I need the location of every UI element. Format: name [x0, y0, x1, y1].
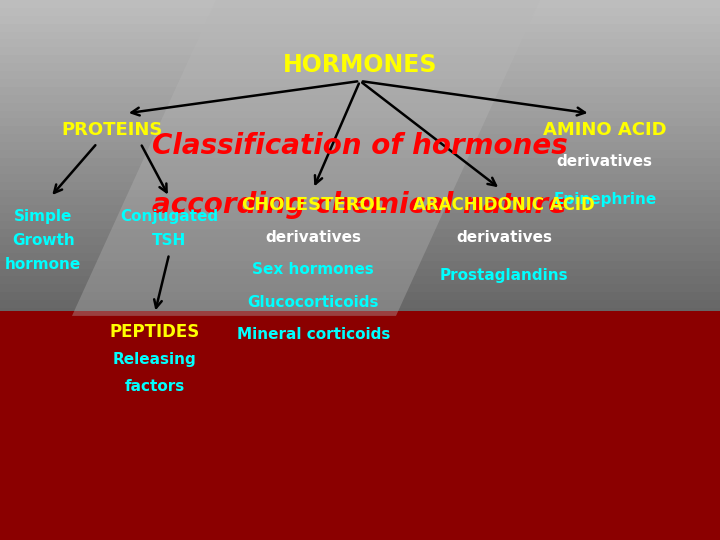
Text: Epinephrine: Epinephrine [553, 192, 657, 207]
Bar [0, 205, 720, 213]
Bar [0, 134, 720, 142]
Bar [0, 63, 720, 71]
Bar [0, 95, 720, 103]
Bar [0, 126, 720, 134]
Bar [0, 150, 720, 158]
Bar [0, 213, 720, 221]
Text: derivatives: derivatives [265, 230, 361, 245]
Bar [0, 142, 720, 150]
Bar [0, 24, 720, 31]
Bar [0, 292, 720, 300]
Bar [0, 55, 720, 63]
Bar [0, 237, 720, 245]
Bar [0, 79, 720, 87]
Text: ARACHIDONIC ACID: ARACHIDONIC ACID [413, 196, 595, 214]
Text: CHOLESTEROL: CHOLESTEROL [240, 196, 386, 214]
Text: Glucocorticoids: Glucocorticoids [248, 295, 379, 310]
Text: hormone: hormone [5, 257, 81, 272]
Bar [0, 268, 720, 276]
Text: Classification of hormones: Classification of hormones [152, 132, 568, 160]
Text: Releasing: Releasing [113, 352, 197, 367]
Bar [0, 300, 720, 308]
Bar [0, 0, 720, 8]
Bar [0, 229, 720, 237]
Text: derivatives: derivatives [557, 154, 653, 170]
Text: Sex hormones: Sex hormones [252, 262, 374, 278]
Bar [0, 190, 720, 198]
Bar [0, 118, 720, 126]
Bar [0, 31, 720, 39]
Bar [0, 253, 720, 261]
Bar [0, 71, 720, 79]
Bar [0, 48, 720, 55]
Text: AMINO ACID: AMINO ACID [543, 120, 667, 139]
Bar [0, 166, 720, 174]
Bar [0, 39, 720, 48]
Bar [0, 284, 720, 292]
Bar [0, 221, 720, 229]
Text: derivatives: derivatives [456, 230, 552, 245]
Bar [0, 181, 720, 190]
Bar [0, 87, 720, 95]
Bar [0, 103, 720, 111]
Bar [0, 310, 720, 540]
Bar [0, 245, 720, 253]
Text: according chemical nature: according chemical nature [153, 191, 567, 219]
Text: HORMONES: HORMONES [283, 53, 437, 77]
Bar [0, 16, 720, 24]
Text: Mineral corticoids: Mineral corticoids [236, 327, 390, 342]
Text: Simple: Simple [14, 208, 73, 224]
Text: TSH: TSH [152, 233, 186, 248]
Bar [0, 261, 720, 268]
Text: Growth: Growth [12, 233, 75, 248]
Bar [0, 198, 720, 205]
Bar [0, 276, 720, 284]
Text: factors: factors [125, 379, 185, 394]
Text: Conjugated: Conjugated [120, 208, 218, 224]
Polygon shape [72, 0, 540, 316]
Text: Prostaglandins: Prostaglandins [440, 268, 568, 283]
Bar [0, 308, 720, 316]
Text: PEPTIDES: PEPTIDES [109, 323, 200, 341]
Bar [0, 8, 720, 16]
Text: PROTEINS: PROTEINS [61, 120, 162, 139]
Bar [0, 158, 720, 166]
Bar [0, 111, 720, 118]
Bar [0, 174, 720, 181]
